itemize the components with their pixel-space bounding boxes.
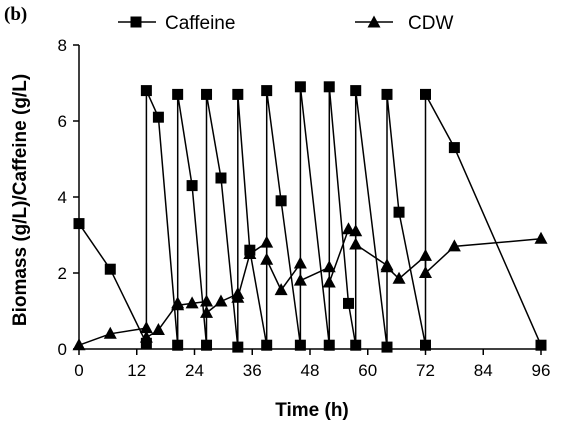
data-point-caffeine [172, 339, 184, 351]
data-point-cdw [380, 260, 394, 273]
y-axis-title: Biomass (g/L)/Caffeine (g/L) [10, 74, 31, 326]
x-tick-label: 60 [358, 361, 377, 380]
x-tick-label: 12 [127, 361, 146, 380]
data-point-caffeine [275, 195, 287, 207]
data-point-cdw [139, 330, 153, 343]
series-line-caffeine [78, 86, 542, 348]
x-tick-label: 24 [185, 361, 204, 380]
data-point-caffeine [343, 297, 354, 309]
data-point-caffeine [448, 142, 460, 154]
legend-item-caffeine: Caffeine [118, 13, 235, 34]
data-point-caffeine [140, 337, 152, 349]
data-point-cdw [171, 298, 185, 311]
y-tick-label: 4 [58, 188, 67, 207]
legend-label-caffeine: Caffeine [165, 13, 235, 34]
data-point-cdw [293, 273, 307, 286]
data-point-caffeine [215, 172, 227, 184]
x-tick-label: 48 [301, 361, 320, 380]
data-point-cdw [392, 271, 406, 284]
x-axis-title: Time (h) [275, 400, 349, 421]
y-tick-label: 6 [58, 112, 67, 131]
plot-area [72, 81, 548, 353]
data-point-cdw [293, 256, 307, 269]
data-point-cdw [322, 275, 336, 288]
data-point-caffeine [381, 341, 393, 353]
legend-marker-caffeine [130, 16, 142, 28]
data-point-caffeine [294, 81, 306, 93]
y-tick-label: 0 [58, 340, 67, 359]
data-point-cdw [139, 321, 153, 334]
data-point-cdw [534, 231, 548, 244]
data-point-caffeine [104, 263, 116, 275]
data-point-caffeine [172, 88, 184, 100]
data-point-caffeine [261, 339, 273, 351]
data-point-caffeine [420, 88, 431, 100]
data-point-caffeine [420, 339, 431, 351]
data-point-caffeine [73, 218, 85, 230]
x-tick-label: 72 [416, 361, 435, 380]
data-point-cdw [243, 247, 257, 259]
data-point-cdw [72, 338, 86, 351]
data-point-caffeine [152, 111, 164, 123]
data-point-caffeine [201, 339, 213, 351]
data-point-cdw [419, 266, 432, 278]
data-point-cdw [447, 239, 461, 252]
data-point-caffeine [323, 81, 335, 93]
data-point-caffeine [232, 88, 244, 100]
data-point-cdw [200, 305, 214, 318]
data-point-cdw [260, 235, 274, 248]
legend-item-cdw: CDW [355, 13, 453, 34]
data-point-cdw [349, 237, 363, 250]
x-tick-label: 36 [243, 361, 262, 380]
data-point-cdw [260, 252, 274, 265]
data-point-cdw [185, 296, 199, 309]
x-tick-label: 0 [74, 361, 83, 380]
panel-label: (b) [4, 4, 27, 25]
data-point-caffeine [393, 206, 405, 218]
data-point-cdw [103, 326, 117, 339]
data-point-caffeine [350, 85, 362, 97]
data-point-cdw [200, 294, 214, 307]
legend: Caffeine CDW [118, 13, 453, 34]
x-tick-label: 96 [532, 361, 551, 380]
data-point-caffeine [381, 88, 393, 100]
data-point-cdw [349, 224, 363, 237]
data-point-caffeine [261, 85, 273, 97]
legend-marker-cdw [367, 15, 381, 28]
data-point-caffeine [186, 180, 198, 192]
data-point-cdw [231, 290, 245, 303]
y-tick-label: 8 [58, 36, 67, 55]
data-point-caffeine [140, 85, 152, 97]
data-point-cdw [151, 323, 165, 335]
legend-label-cdw: CDW [408, 13, 453, 34]
data-point-cdw [342, 222, 355, 235]
data-point-caffeine [350, 339, 362, 351]
data-point-caffeine [535, 339, 547, 351]
data-point-caffeine [294, 339, 306, 351]
y-tick-label: 2 [58, 264, 67, 283]
data-point-cdw [274, 283, 288, 296]
data-point-cdw [214, 294, 228, 307]
data-point-cdw [322, 260, 336, 273]
data-point-caffeine [201, 88, 213, 100]
data-point-cdw [419, 248, 432, 261]
data-point-caffeine [323, 339, 335, 351]
data-point-caffeine [232, 341, 244, 353]
x-tick-label: 84 [474, 361, 493, 380]
